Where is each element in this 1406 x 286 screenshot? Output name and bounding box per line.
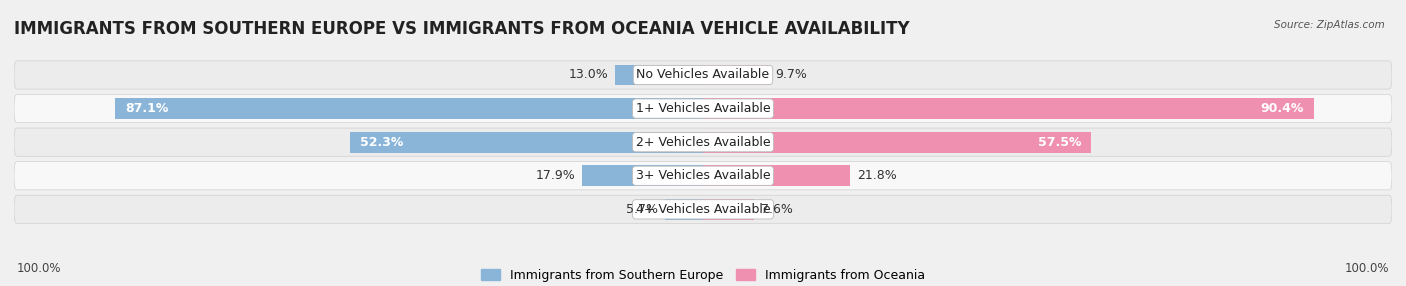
FancyBboxPatch shape: [14, 94, 1392, 123]
Text: 9.7%: 9.7%: [775, 68, 807, 82]
Text: 100.0%: 100.0%: [1344, 262, 1389, 275]
Bar: [703, 165, 851, 186]
Text: 5.7%: 5.7%: [626, 203, 658, 216]
Text: 7.6%: 7.6%: [761, 203, 793, 216]
Text: 87.1%: 87.1%: [125, 102, 169, 115]
Text: 52.3%: 52.3%: [360, 136, 404, 149]
Bar: [665, 199, 703, 220]
Text: 1+ Vehicles Available: 1+ Vehicles Available: [636, 102, 770, 115]
Text: 4+ Vehicles Available: 4+ Vehicles Available: [636, 203, 770, 216]
Bar: [703, 199, 755, 220]
Text: 2+ Vehicles Available: 2+ Vehicles Available: [636, 136, 770, 149]
Text: Source: ZipAtlas.com: Source: ZipAtlas.com: [1274, 20, 1385, 30]
FancyBboxPatch shape: [14, 61, 1392, 89]
Bar: [703, 98, 1313, 119]
Text: 13.0%: 13.0%: [568, 68, 609, 82]
Bar: [703, 132, 1091, 152]
Text: No Vehicles Available: No Vehicles Available: [637, 68, 769, 82]
FancyBboxPatch shape: [14, 195, 1392, 223]
Text: IMMIGRANTS FROM SOUTHERN EUROPE VS IMMIGRANTS FROM OCEANIA VEHICLE AVAILABILITY: IMMIGRANTS FROM SOUTHERN EUROPE VS IMMIG…: [14, 20, 910, 38]
FancyBboxPatch shape: [14, 128, 1392, 156]
Text: 57.5%: 57.5%: [1038, 136, 1081, 149]
Text: 21.8%: 21.8%: [858, 169, 897, 182]
Text: 100.0%: 100.0%: [17, 262, 62, 275]
Text: 17.9%: 17.9%: [536, 169, 575, 182]
Bar: [703, 65, 769, 86]
Bar: [582, 165, 703, 186]
Bar: [616, 65, 703, 86]
FancyBboxPatch shape: [14, 162, 1392, 190]
Text: 90.4%: 90.4%: [1260, 102, 1303, 115]
Legend: Immigrants from Southern Europe, Immigrants from Oceania: Immigrants from Southern Europe, Immigra…: [477, 264, 929, 286]
Bar: [115, 98, 703, 119]
Bar: [350, 132, 703, 152]
Text: 3+ Vehicles Available: 3+ Vehicles Available: [636, 169, 770, 182]
